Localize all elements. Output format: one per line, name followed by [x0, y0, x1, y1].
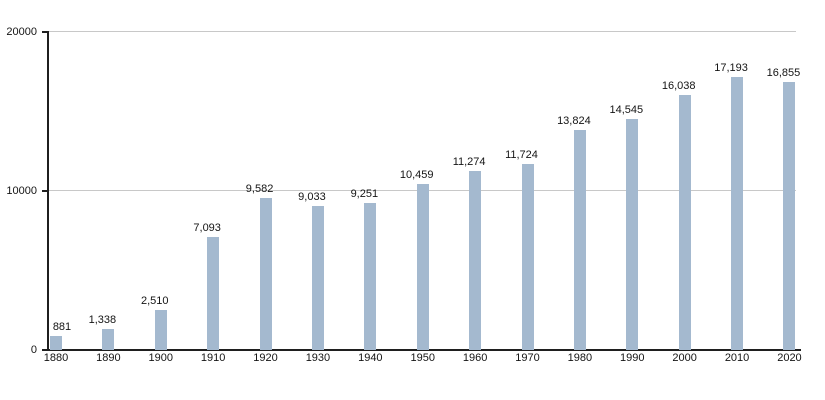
bar-value-label: 7,093 [193, 222, 221, 235]
bar-1880 [50, 335, 62, 350]
bar-value-label: 881 [52, 320, 72, 333]
x-tick-label: 1980 [567, 352, 593, 364]
bar-1920 [259, 197, 272, 350]
x-tick-label: 2010 [724, 352, 750, 364]
y-axis-line [47, 31, 49, 351]
x-tick-label: 1910 [200, 352, 226, 364]
bar-value-label: 11,274 [452, 155, 486, 168]
bar-1910 [207, 237, 220, 350]
bar-1980 [573, 130, 586, 350]
bar-1900 [154, 310, 167, 350]
bar-value-label: 9,251 [350, 187, 379, 200]
bar-value-label: 2,510 [141, 295, 169, 308]
bar-value-label: 17,193 [714, 61, 748, 74]
x-axis-line [42, 349, 801, 351]
bar-value-label: 16,855 [766, 67, 801, 79]
bar-1890 [102, 328, 115, 350]
bar-1950 [416, 183, 429, 350]
bar-1960 [469, 170, 482, 350]
x-tick-label: 1960 [462, 352, 488, 364]
bar-1970 [521, 163, 534, 350]
x-tick-label: 1940 [358, 352, 383, 364]
y-tick-mark [42, 190, 49, 192]
x-tick-label: 1970 [515, 352, 540, 364]
x-tick-label: 1890 [96, 352, 121, 364]
bar-1930 [311, 206, 324, 350]
x-tick-label: 1990 [620, 352, 645, 364]
bar-value-label: 11,724 [505, 148, 538, 161]
bar-value-label: 10,459 [399, 168, 434, 181]
x-tick-label: 1900 [148, 352, 173, 364]
gridline-20000 [49, 31, 796, 32]
bar-2000 [678, 94, 691, 350]
x-tick-label: 2000 [672, 352, 697, 364]
bar-1990 [626, 118, 639, 350]
y-tick-mark [42, 31, 49, 33]
y-tick-label: 10000 [6, 185, 37, 197]
bar-value-label: 16,038 [661, 79, 696, 92]
bar-value-label: 9,582 [245, 182, 274, 195]
bar-value-label: 14,545 [609, 103, 644, 116]
bar-value-label: 9,033 [298, 191, 326, 204]
y-tick-label: 0 [30, 344, 37, 356]
bar-value-label: 1,338 [88, 313, 117, 326]
bar-1940 [364, 202, 377, 350]
x-tick-label: 1930 [305, 352, 331, 364]
x-tick-label: 2020 [777, 352, 802, 364]
x-tick-label: 1950 [410, 352, 435, 364]
bar-value-label: 13,824 [557, 115, 591, 128]
bar-2010 [731, 76, 744, 350]
x-tick-label: 1920 [253, 352, 278, 364]
y-tick-label: 20000 [6, 26, 37, 38]
bar-2020 [783, 82, 796, 350]
x-tick-label: 1880 [43, 352, 69, 364]
